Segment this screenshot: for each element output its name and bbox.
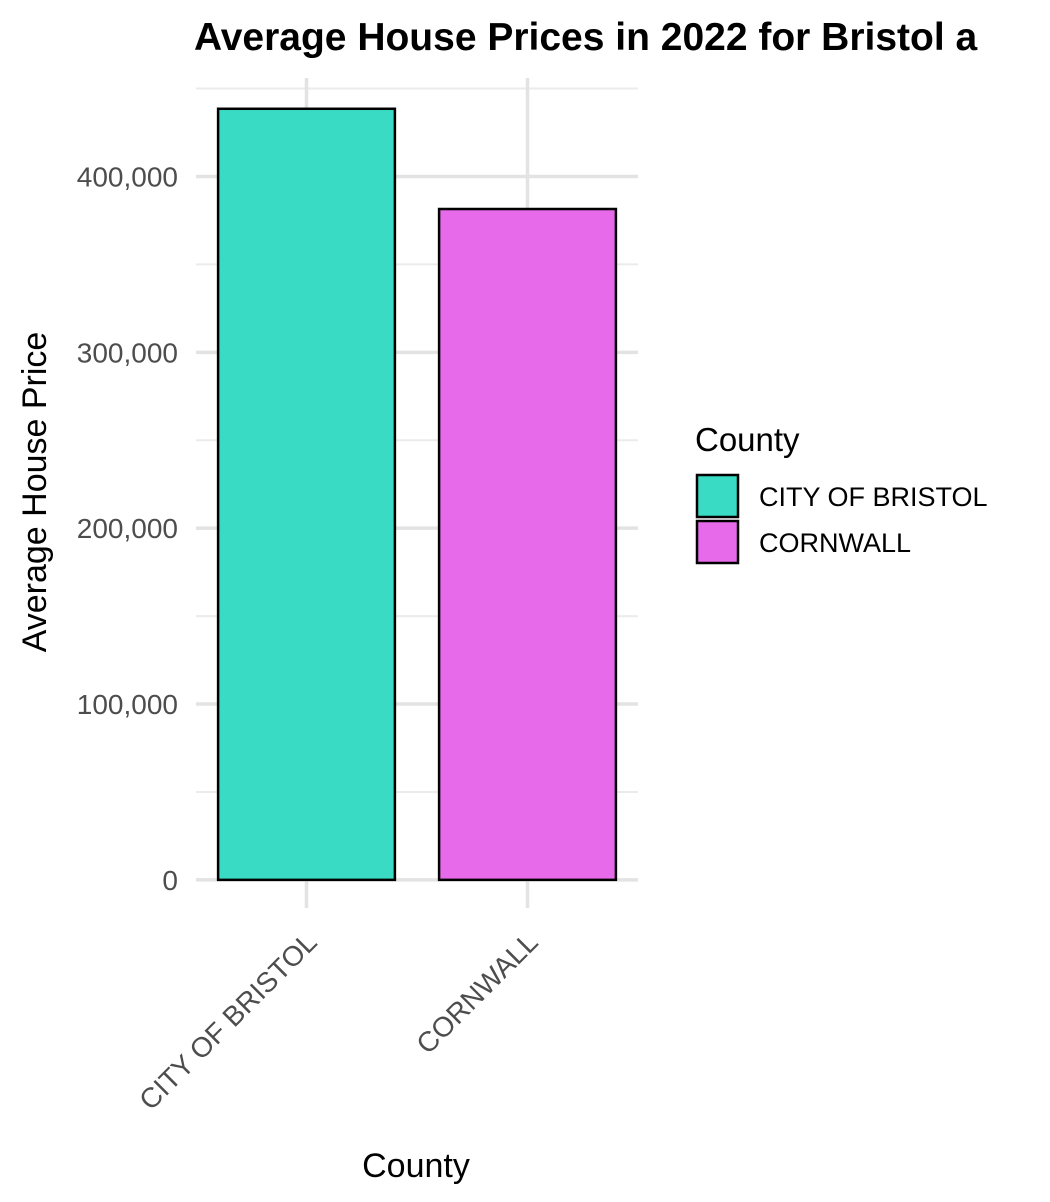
y-axis-ticks: 0 100,000 200,000 300,000 400,000	[77, 161, 178, 895]
y-tick-label: 300,000	[77, 337, 178, 368]
legend-label: CORNWALL	[759, 528, 911, 558]
y-tick-label: 100,000	[77, 689, 178, 720]
legend-title: County	[695, 421, 800, 458]
x-tick-label: CITY OF BRISTOL	[133, 926, 323, 1116]
y-tick-label: 0	[162, 865, 178, 896]
y-tick-label: 200,000	[77, 513, 178, 544]
x-axis-ticks: CITY OF BRISTOL CORNWALL	[133, 926, 544, 1116]
legend-key	[695, 519, 740, 565]
legend: County CITY OF BRISTOL CORNWALL	[695, 421, 988, 565]
y-axis-title: Average House Price	[16, 332, 54, 653]
x-axis-title: County	[362, 1147, 470, 1185]
x-tick-label: CORNWALL	[410, 926, 543, 1059]
bar-cornwall	[437, 207, 618, 882]
legend-key	[695, 473, 740, 519]
y-tick-label: 400,000	[77, 161, 178, 192]
bars	[216, 107, 618, 882]
bar-city-of-bristol	[216, 107, 397, 882]
legend-label: CITY OF BRISTOL	[759, 482, 988, 512]
chart-title: Average House Prices in 2022 for Bristol…	[194, 16, 978, 59]
